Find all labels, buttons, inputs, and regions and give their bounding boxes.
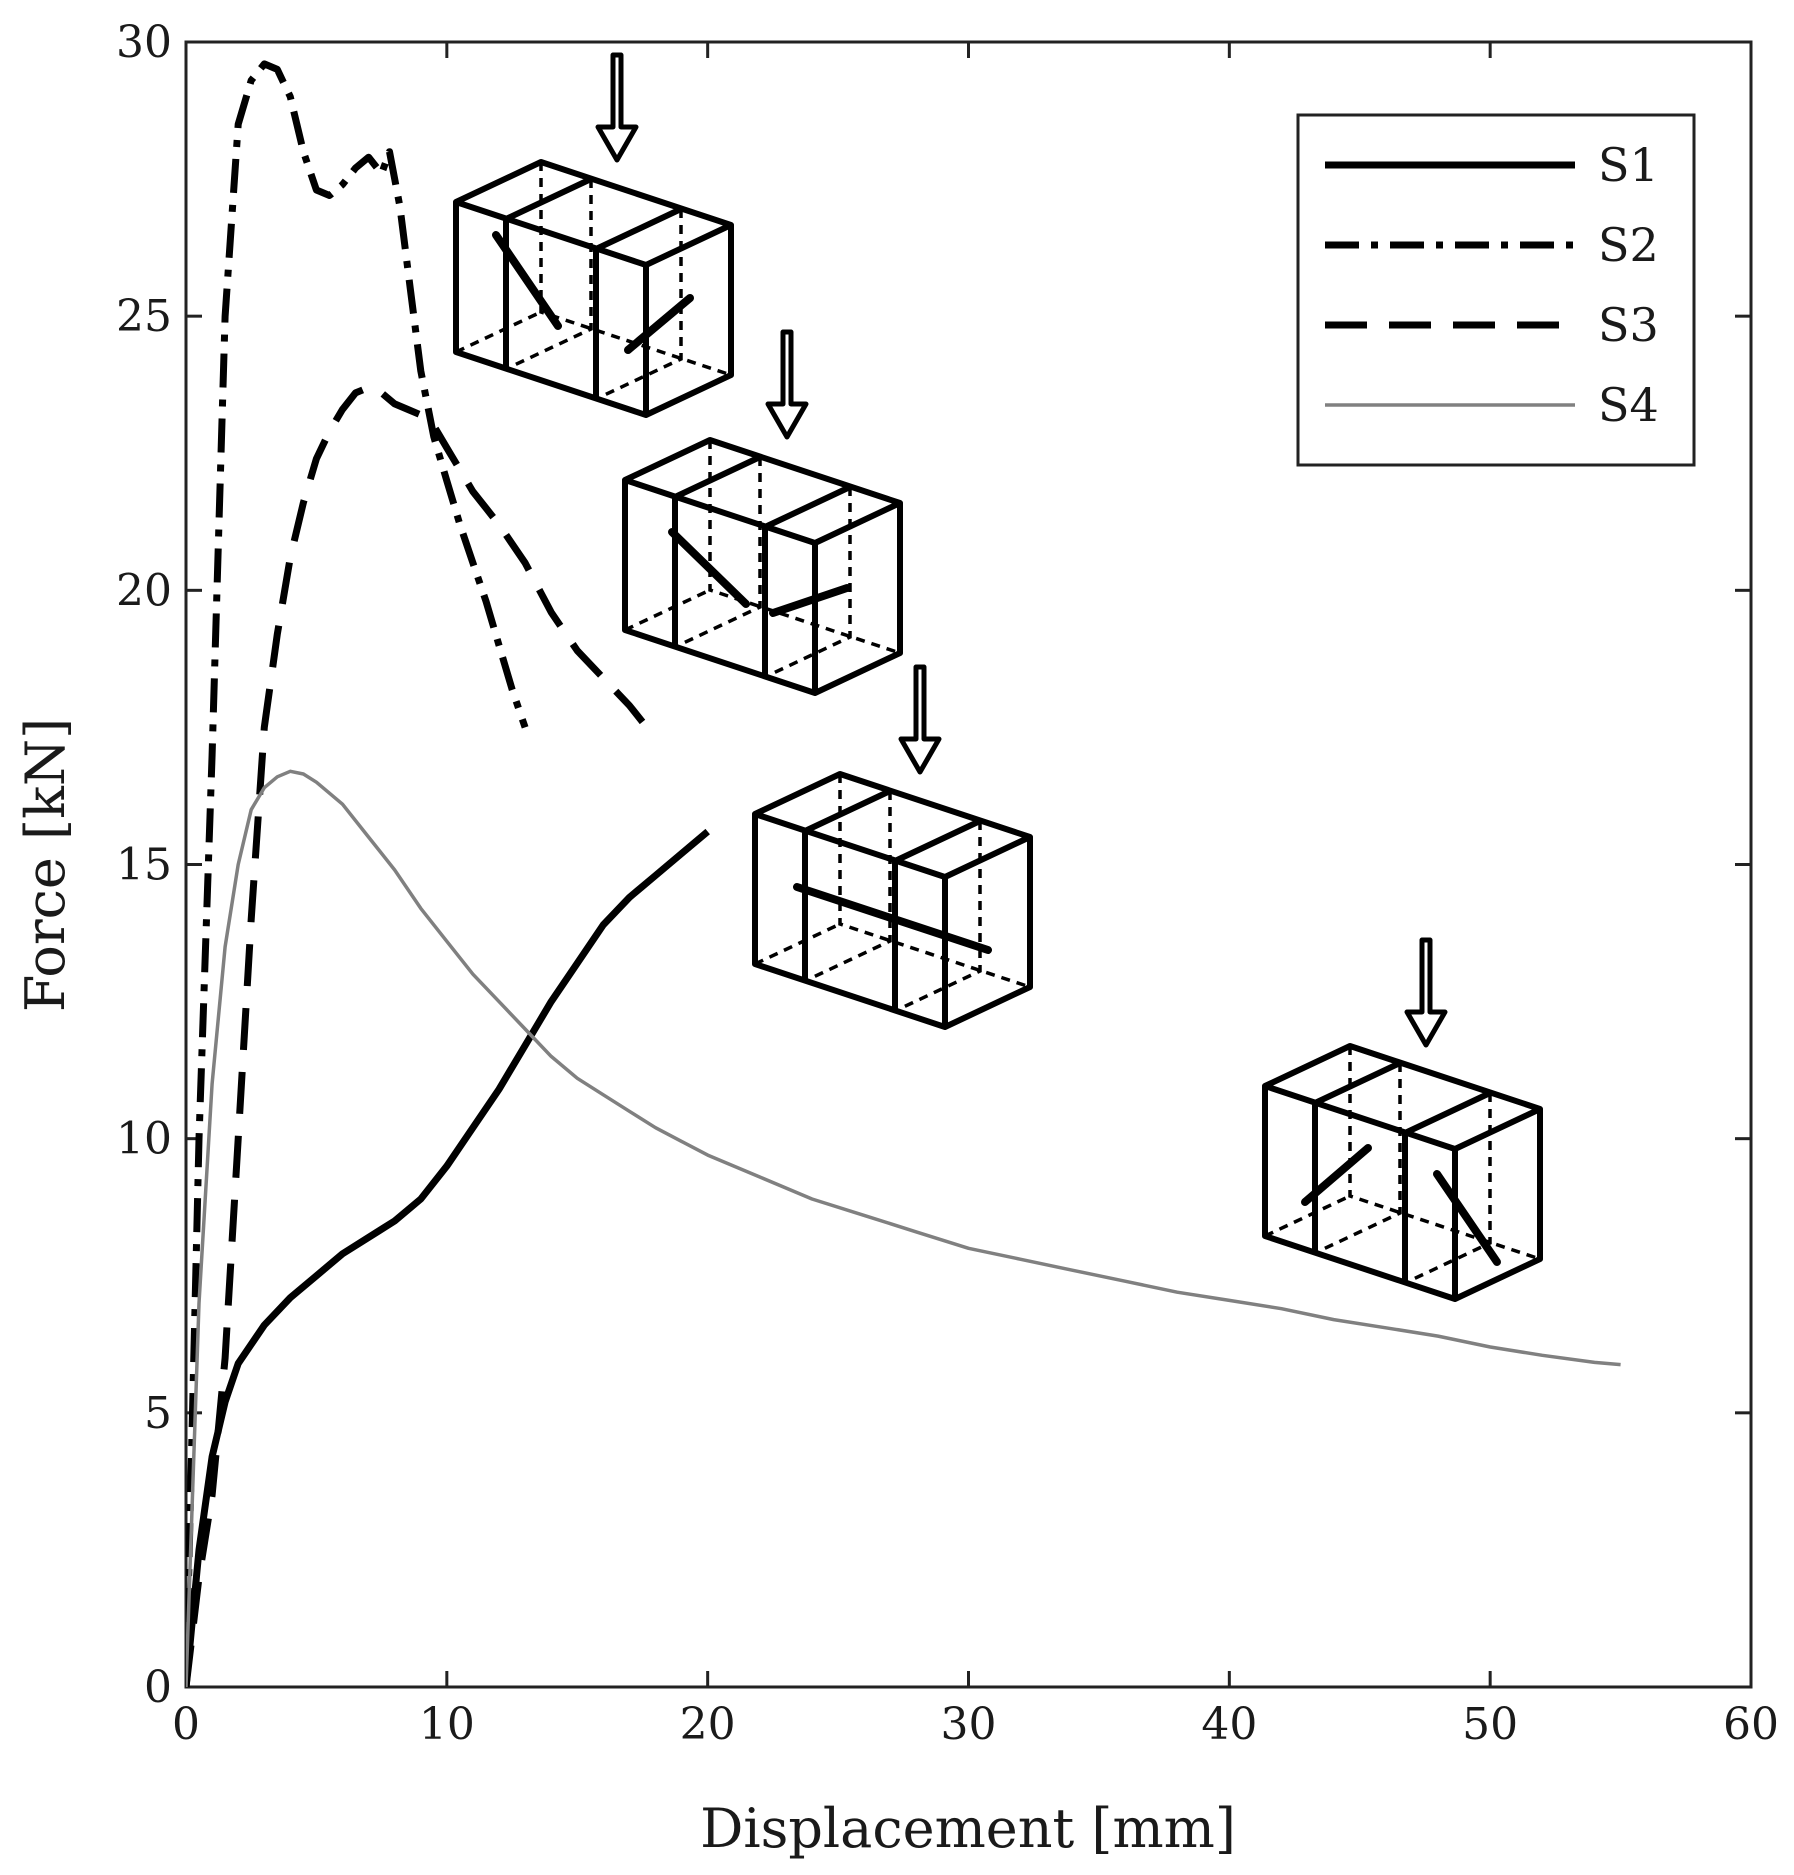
fracture-schematic-s4 bbox=[1265, 940, 1540, 1299]
legend-label-s1: S1 bbox=[1598, 138, 1659, 192]
x-tick-label: 20 bbox=[680, 1699, 736, 1750]
y-tick-label: 10 bbox=[116, 1114, 172, 1165]
x-tick-label: 50 bbox=[1462, 1699, 1518, 1750]
series-line-s3 bbox=[186, 384, 646, 1687]
y-tick-label: 5 bbox=[144, 1388, 172, 1439]
x-tick-label: 40 bbox=[1201, 1699, 1257, 1750]
series-line-s2 bbox=[186, 60, 529, 1687]
legend-label-s2: S2 bbox=[1598, 218, 1659, 272]
fracture-schematic-s2 bbox=[456, 55, 731, 415]
x-tick-label: 60 bbox=[1723, 1699, 1779, 1750]
fracture-schematic-s1 bbox=[755, 667, 1030, 1027]
series-line-s4 bbox=[186, 769, 1621, 1687]
x-tick-label: 0 bbox=[172, 1699, 200, 1750]
x-tick-label: 10 bbox=[419, 1699, 475, 1750]
series-layer bbox=[186, 60, 1621, 1687]
y-axis-label: Force [kN] bbox=[14, 718, 77, 1012]
y-tick-label: 20 bbox=[116, 565, 172, 616]
x-tick-label: 30 bbox=[941, 1699, 997, 1750]
y-tick-label: 30 bbox=[116, 17, 172, 68]
y-tick-label: 15 bbox=[116, 840, 172, 891]
axis-ticks: 0 10 20 30 40 50 60 0 5 10 15 20 25 30 bbox=[116, 17, 1779, 1750]
legend: S1 S2 S3 S4 bbox=[1296, 113, 1696, 467]
y-tick-label: 25 bbox=[116, 291, 172, 342]
legend-label-s3: S3 bbox=[1598, 298, 1659, 352]
y-tick-label: 0 bbox=[144, 1662, 172, 1713]
fracture-schematic-s3 bbox=[625, 332, 900, 693]
series-line-s1 bbox=[186, 828, 710, 1687]
legend-label-s4: S4 bbox=[1598, 378, 1659, 432]
x-axis-label: Displacement [mm] bbox=[700, 1797, 1236, 1860]
